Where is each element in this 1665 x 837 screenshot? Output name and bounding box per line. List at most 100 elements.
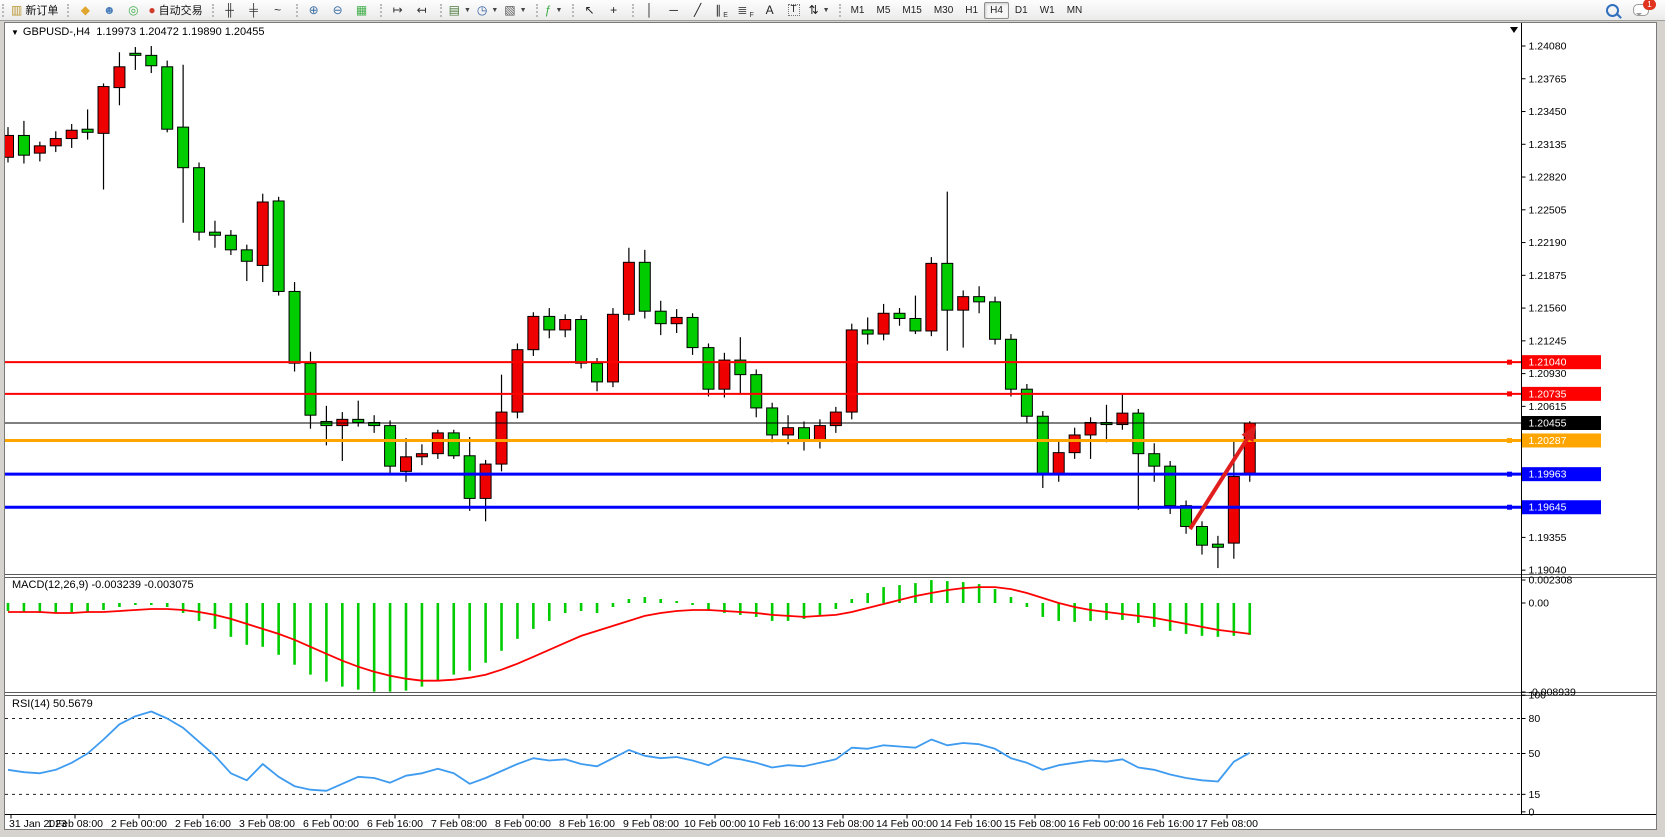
- new-chart-button[interactable]: ▤ ▼: [446, 0, 474, 20]
- toolbar-group: ▤ ▼ ◷ ▼ ▧ ▼: [438, 0, 534, 21]
- timeframe-button-MN[interactable]: MN: [1066, 4, 1083, 16]
- candlestick-chart-glyph: ╪: [249, 3, 258, 17]
- price-axis-label: 1.22820: [1529, 172, 1567, 184]
- time-axis-label: 10 Feb 00:00: [684, 818, 746, 829]
- rsi-axis-label: 80: [1529, 713, 1541, 725]
- timeframe-button-M30[interactable]: M30: [933, 4, 954, 16]
- auto-scroll-button[interactable]: ↦: [386, 0, 410, 20]
- bullish-candle: [5, 134, 14, 158]
- timeframe-button-H4[interactable]: H4: [984, 1, 1009, 19]
- text-button[interactable]: A: [758, 0, 782, 20]
- chart-shift-button[interactable]: ↤: [410, 0, 434, 20]
- price-badge-label: 1.19963: [1529, 469, 1567, 481]
- period-button[interactable]: ◷ ▼: [474, 0, 501, 20]
- time-axis-label: 1 Feb 08:00: [47, 818, 103, 829]
- tool-subscript: F: [749, 12, 754, 19]
- cursor-glyph: ↖: [584, 3, 595, 17]
- templates-button[interactable]: ▧ ▼: [501, 0, 529, 20]
- line-handle[interactable]: [1507, 504, 1512, 510]
- zoom-out-button[interactable]: ⊖: [326, 0, 350, 20]
- fibonacci-button[interactable]: ≣ F: [734, 0, 758, 20]
- bearish-candle: [384, 425, 397, 467]
- timeframe-button-M1[interactable]: M1: [850, 4, 865, 16]
- bullish-candle: [1084, 421, 1097, 436]
- timeframe-button-M15[interactable]: M15: [902, 4, 922, 16]
- bearish-candle: [909, 317, 922, 332]
- bearish-candle: [1132, 412, 1145, 455]
- bearish-candle: [734, 359, 747, 376]
- price-axis-label: 1.21245: [1529, 335, 1567, 347]
- bullish-candle: [415, 453, 428, 458]
- indicators-button[interactable]: ƒ ▼: [542, 0, 566, 20]
- timeframe-button-M5[interactable]: M5: [876, 4, 891, 16]
- chart-canvas[interactable]: 1.24080 1.23765 1.23450 1.23135 1.22820 1.225…: [5, 23, 1656, 829]
- annotation-arrow[interactable]: [1188, 431, 1253, 531]
- trendline-button[interactable]: ╱: [686, 0, 710, 20]
- price-axis-label: 1.23765: [1529, 73, 1567, 85]
- bullish-candle: [431, 432, 444, 455]
- dropdown-caret-icon[interactable]: ▼: [822, 6, 830, 14]
- line-chart-button[interactable]: ~: [266, 0, 290, 20]
- bullish-candle: [559, 319, 572, 331]
- new-order-button[interactable]: ▥ 新订单: [8, 0, 61, 20]
- dropdown-caret-icon[interactable]: ▼: [555, 6, 563, 14]
- price-badge-label: 1.20455: [1529, 418, 1567, 430]
- time-axis-label: 2 Feb 00:00: [111, 818, 167, 829]
- candlestick-chart-button[interactable]: ╪: [242, 0, 266, 20]
- terminal-icon-glyph: ☻: [103, 3, 116, 17]
- dropdown-caret-icon[interactable]: ▼: [491, 6, 499, 14]
- arrows-button[interactable]: ⇅ ▼: [806, 0, 833, 20]
- bar-chart-button[interactable]: ╫: [218, 0, 242, 20]
- bullish-candle: [606, 313, 619, 383]
- equidistant-channel-button[interactable]: ∥ E: [710, 0, 734, 20]
- vertical-line-button[interactable]: │: [638, 0, 662, 20]
- line-handle[interactable]: [1507, 391, 1512, 397]
- dropdown-caret-icon[interactable]: ▼: [519, 6, 527, 14]
- tile-windows-button[interactable]: ▦: [350, 0, 374, 20]
- bearish-candle: [1211, 543, 1224, 548]
- bearish-candle: [989, 301, 1002, 340]
- strategy-tester-icon-glyph: ◎: [128, 3, 139, 17]
- chart-window[interactable]: ▼ GBPUSD-,H4 1.19973 1.20472 1.19890 1.20…: [4, 22, 1657, 830]
- timeframe-button-W1[interactable]: W1: [1039, 4, 1055, 16]
- price-badge-label: 1.21040: [1529, 357, 1567, 369]
- search-icon[interactable]: [1606, 3, 1619, 17]
- line-handle[interactable]: [1507, 359, 1512, 365]
- crosshair-button[interactable]: +: [602, 0, 626, 20]
- scroll-position-marker-icon[interactable]: [1510, 27, 1518, 33]
- strategy-tester-icon[interactable]: ◎: [121, 0, 145, 20]
- autotrading-button[interactable]: ● 自动交易: [145, 0, 205, 20]
- dropdown-caret-icon[interactable]: ▼: [463, 6, 471, 14]
- time-axis-label: 8 Feb 16:00: [559, 818, 615, 829]
- annotation-arrowhead[interactable]: [1241, 425, 1257, 443]
- bullish-candle: [782, 427, 795, 436]
- toolbar-group: ╫ ╪ ~: [210, 0, 294, 21]
- timeframe-button-D1[interactable]: D1: [1014, 4, 1028, 16]
- bearish-candle: [702, 347, 715, 390]
- bullish-candle: [622, 261, 635, 315]
- text-label-button[interactable]: T: [782, 0, 806, 20]
- price-axis-label: 1.20615: [1529, 401, 1567, 413]
- price-axis-label: 1.22190: [1529, 237, 1567, 249]
- horizontal-line-button[interactable]: ─: [662, 0, 686, 20]
- bearish-candle: [1148, 453, 1161, 467]
- collapse-triangle-icon[interactable]: ▼: [11, 28, 19, 37]
- zoom-in-button[interactable]: ⊕: [302, 0, 326, 20]
- notifications-icon[interactable]: 1: [1633, 0, 1656, 16]
- time-axis-label: 14 Feb 16:00: [940, 818, 1002, 829]
- bearish-candle: [893, 312, 906, 319]
- timeframe-button-H1[interactable]: H1: [965, 4, 979, 16]
- line-handle[interactable]: [1507, 471, 1512, 477]
- terminal-icon[interactable]: ☻: [97, 0, 121, 20]
- price-axis-label: 1.23450: [1529, 106, 1567, 118]
- autotrading-glyph: ●: [148, 3, 156, 17]
- level-price-badge: [1522, 433, 1601, 448]
- rsi-axis-label: 100: [1529, 690, 1547, 702]
- cursor-button[interactable]: ↖: [578, 0, 602, 20]
- macd-signal-line: [8, 586, 1250, 682]
- fibonacci-glyph: ≣: [737, 3, 748, 17]
- bearish-candle: [272, 200, 285, 292]
- metaeditor-icon[interactable]: ◆: [73, 0, 97, 20]
- line-handle[interactable]: [1507, 437, 1512, 443]
- bullish-candle: [1116, 412, 1129, 426]
